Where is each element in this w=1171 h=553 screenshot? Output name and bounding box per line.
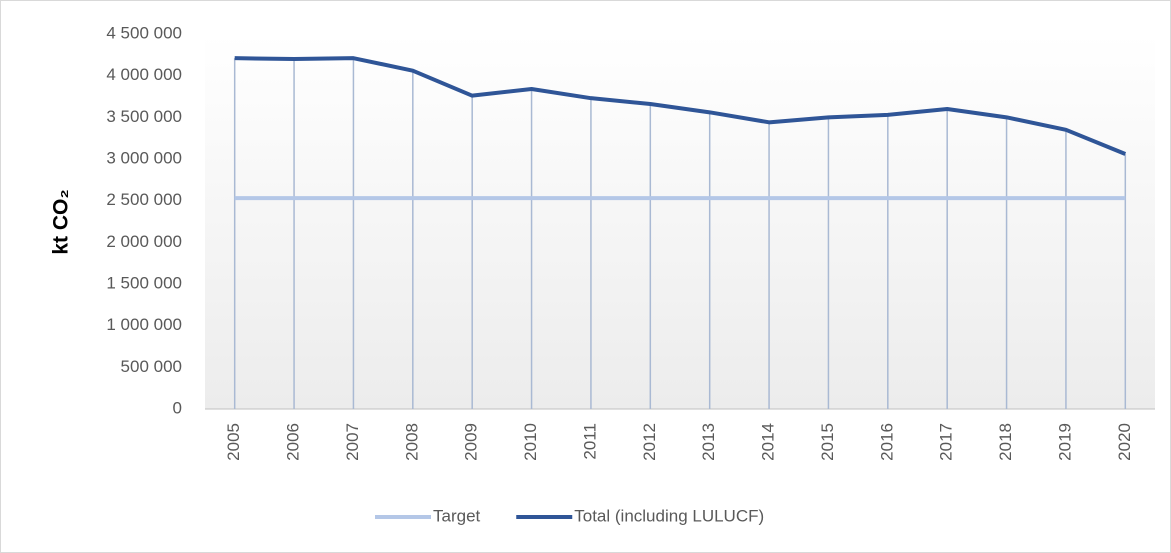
x-tick-label: 2007 (343, 423, 362, 461)
y-tick-label: 2 000 000 (106, 232, 182, 251)
x-tick-label: 2012 (640, 423, 659, 461)
y-tick-label: 4 500 000 (106, 23, 182, 42)
y-tick-label: 2 500 000 (106, 190, 182, 209)
x-tick-label: 2016 (877, 423, 896, 461)
legend-label: Total (including LULUCF) (574, 506, 764, 525)
y-tick-label: 1 000 000 (106, 315, 182, 334)
x-tick-label: 2014 (759, 423, 778, 461)
x-tick-label: 2013 (699, 423, 718, 461)
y-tick-label: 0 (173, 398, 182, 417)
series-line (234, 56, 1127, 156)
plot-area (205, 34, 1155, 409)
x-tick-label: 2011 (580, 423, 599, 460)
y-axis-label: kt CO₂ (50, 189, 73, 254)
x-tick-label: 2015 (818, 423, 837, 461)
y-tick-label: 4 000 000 (106, 65, 182, 84)
x-tick-label: 2019 (1055, 423, 1074, 461)
y-tick-label: 3 000 000 (106, 148, 182, 167)
x-tick-label: 2020 (1115, 423, 1134, 461)
x-tick-label: 2008 (402, 423, 421, 461)
x-tick-label: 2005 (224, 423, 243, 461)
y-tick-label: 500 000 (121, 357, 182, 376)
x-tick-label: 2006 (284, 423, 303, 461)
y-tick-label: 3 500 000 (106, 107, 182, 126)
legend-label: Target (433, 506, 481, 525)
x-tick-label: 2017 (937, 423, 956, 461)
y-tick-label: 1 500 000 (106, 273, 182, 292)
x-tick-label: 2010 (521, 423, 540, 461)
x-tick-label: 2009 (462, 423, 481, 461)
x-tick-label: 2018 (996, 423, 1015, 461)
